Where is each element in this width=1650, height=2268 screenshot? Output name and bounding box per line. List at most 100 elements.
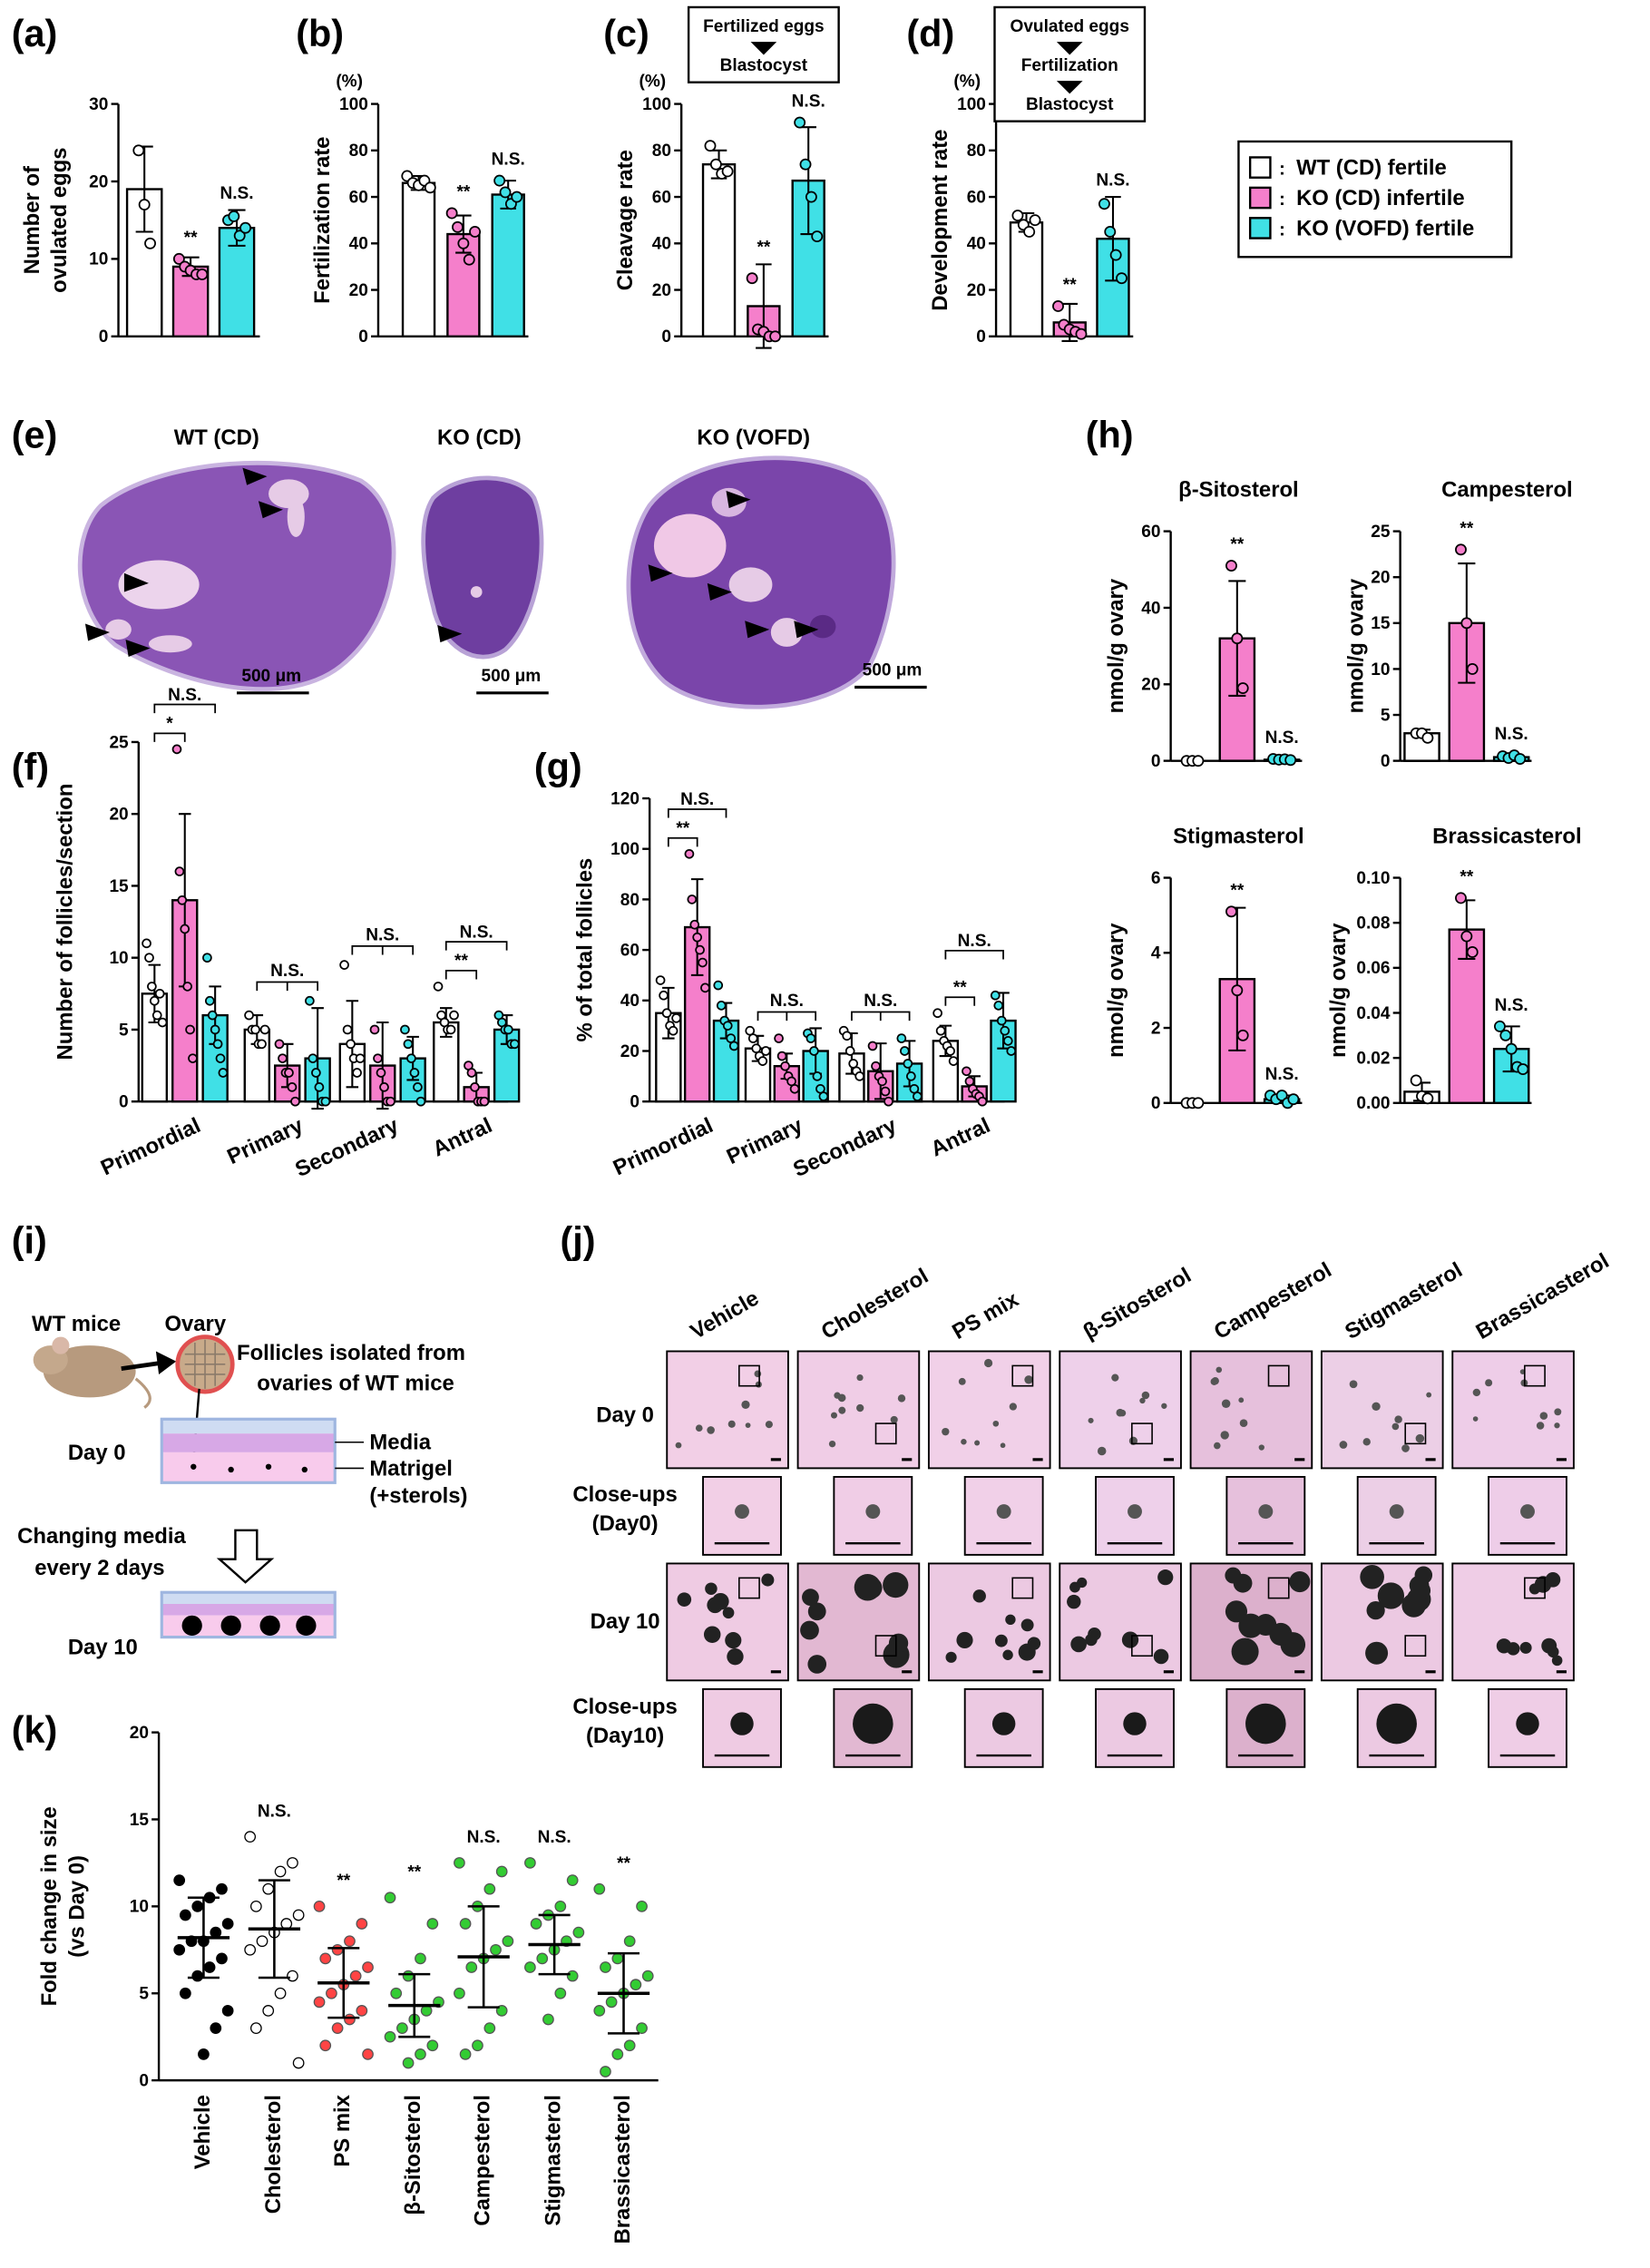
significance: N.S.	[1265, 728, 1299, 748]
data-point	[454, 1857, 465, 1869]
significance: **	[184, 229, 198, 248]
data-point	[314, 1082, 325, 1092]
mice-label: WT mice	[32, 1312, 121, 1336]
follicle	[703, 1626, 721, 1643]
y-axis-label: nmol/g ovary	[1104, 578, 1128, 713]
data-point	[249, 2022, 262, 2034]
flow-step: Blastocyst	[1026, 95, 1114, 114]
zoom-box	[1524, 1364, 1546, 1387]
y-tick-label: 40	[620, 992, 639, 1011]
y-axis-label: (vs Day 0)	[64, 1855, 89, 1958]
micrograph	[1320, 1350, 1444, 1470]
x-tick-label: Vehicle	[190, 2095, 215, 2169]
data-point	[605, 1996, 618, 2009]
axis-unit: (%)	[336, 72, 363, 91]
follicle	[287, 496, 305, 537]
data-point	[1109, 249, 1122, 261]
data-point	[173, 1874, 186, 1886]
y-tick-label: 120	[610, 789, 639, 808]
data-point	[1466, 946, 1479, 958]
data-point	[173, 1943, 186, 1956]
flow-step: Blastocyst	[720, 56, 808, 75]
zoom-box	[1131, 1635, 1153, 1657]
data-point	[188, 1053, 198, 1063]
follicle	[1002, 1649, 1013, 1660]
data-point	[356, 2005, 368, 2017]
bracket	[153, 703, 217, 714]
follicle	[754, 1370, 762, 1378]
y-axis-label: nmol/g ovary	[1326, 923, 1351, 1058]
histology-section	[421, 475, 544, 660]
follicle	[265, 1463, 272, 1470]
data-point	[216, 1882, 228, 1895]
flow-step: Fertilized eggs	[703, 17, 825, 36]
y-tick-label: 10	[130, 1898, 149, 1917]
arrowhead	[123, 572, 149, 592]
arrowhead	[155, 1351, 177, 1374]
data-point	[180, 924, 190, 934]
data-point	[449, 1010, 459, 1021]
data-point	[1225, 905, 1237, 918]
data-point	[1052, 300, 1064, 312]
x-tick-label: Brassicasterol	[610, 2095, 635, 2244]
data-point	[689, 919, 700, 930]
data-point	[945, 1046, 955, 1056]
data-point	[415, 2048, 426, 2060]
data-point	[630, 1979, 642, 1991]
panel-label: (f)	[12, 746, 49, 787]
y-tick-label: 100	[610, 840, 639, 859]
error-bar	[467, 1905, 500, 2009]
y-tick-label: 0	[1381, 752, 1391, 771]
y-tick-label: 4	[1151, 944, 1161, 963]
follicle	[1139, 1397, 1146, 1404]
follicle	[897, 1394, 906, 1403]
data-point	[1225, 560, 1237, 572]
x-tick-label: PS mix	[330, 2094, 355, 2166]
matrigel-layer	[161, 1452, 336, 1483]
follicle	[854, 1573, 882, 1601]
data-point	[144, 237, 156, 249]
dish-top	[161, 1419, 336, 1434]
follicle	[1269, 1622, 1293, 1647]
follicle	[1020, 1618, 1034, 1632]
follicle	[807, 1655, 827, 1674]
data-point	[311, 1068, 321, 1078]
follicle	[1365, 1641, 1389, 1665]
follicle	[1289, 1571, 1311, 1593]
day-label: Day 0	[68, 1441, 126, 1465]
data-point	[789, 1083, 800, 1094]
follicle	[1360, 1564, 1384, 1589]
significance: N.S.	[1495, 996, 1528, 1015]
scale-label: 500 μm	[863, 661, 923, 680]
follicle	[190, 1463, 197, 1470]
y-tick-label: 40	[652, 235, 671, 254]
data-point	[402, 1970, 415, 1982]
data-point	[344, 1935, 356, 1948]
follicle	[838, 1406, 846, 1414]
follicle	[1539, 1412, 1548, 1420]
data-point	[287, 1970, 298, 1982]
data-point	[149, 995, 160, 1006]
data-point	[239, 221, 252, 234]
follicle	[995, 1634, 1008, 1647]
data-point	[342, 1024, 353, 1035]
panel-label: (k)	[12, 1709, 58, 1751]
follicle	[1141, 1391, 1150, 1400]
data-point	[182, 982, 192, 992]
y-tick-label: 15	[130, 1811, 150, 1830]
follicle	[745, 1422, 751, 1428]
y-axis-label: Fold change in size	[37, 1806, 62, 2006]
data-point	[216, 1952, 228, 1965]
data-point	[445, 1024, 456, 1035]
follicle	[675, 1442, 682, 1449]
data-point	[465, 1961, 478, 1973]
significance: **	[1063, 276, 1077, 295]
data-point	[1192, 1097, 1205, 1110]
y-tick-label: 20	[89, 172, 108, 191]
data-point	[502, 1935, 514, 1948]
follicle	[148, 635, 192, 653]
follicle	[268, 479, 309, 509]
data-point	[331, 2022, 344, 2034]
data-point	[1098, 198, 1110, 210]
hollow-arrow	[216, 1529, 275, 1584]
